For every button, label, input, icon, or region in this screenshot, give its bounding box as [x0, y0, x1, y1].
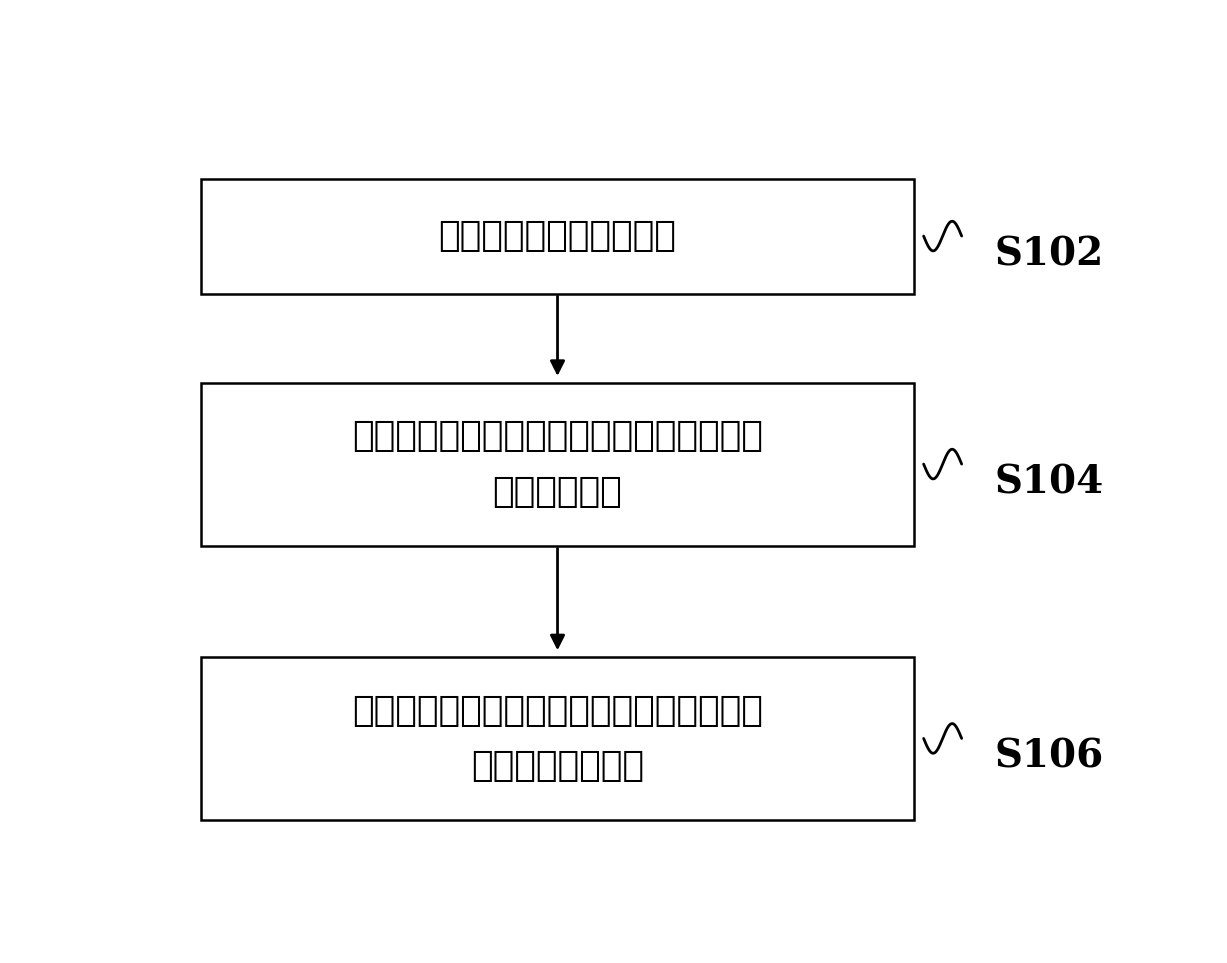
Text: 获取目标对象的图像信息: 获取目标对象的图像信息 [438, 219, 676, 253]
Text: 通过识别上述图像信息得到上述目标对象所
属的动物种类: 通过识别上述图像信息得到上述目标对象所 属的动物种类 [352, 419, 763, 508]
Text: S104: S104 [995, 463, 1104, 502]
Text: 基于上述目标对象所属的动物种类控制空调
器的当前运行模式: 基于上述目标对象所属的动物种类控制空调 器的当前运行模式 [352, 693, 763, 783]
Bar [201, 178, 914, 294]
Bar [201, 382, 914, 546]
Text: S102: S102 [995, 236, 1104, 273]
Text: S106: S106 [995, 738, 1104, 776]
Bar [201, 657, 914, 820]
